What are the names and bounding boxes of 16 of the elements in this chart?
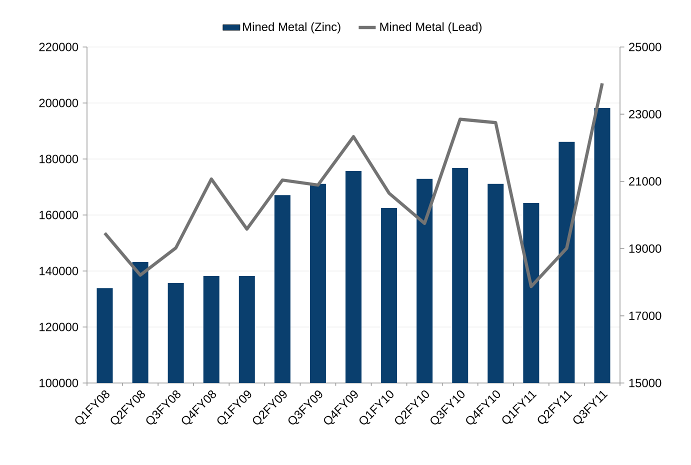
y-tick-label: 140000 [40,266,78,276]
legend-label: Mined Metal (Zinc) [243,22,340,34]
line-series [103,82,604,288]
y2-tick-label: 19000 [629,244,662,253]
y-tick-label: 180000 [40,154,78,164]
y2-tick-label: 21000 [629,177,662,186]
legend-label: Mined Metal (Lead) [380,22,482,34]
y2-tick-label: 15000 [629,378,662,388]
y-tick-label: 220000 [39,42,78,52]
y2-tick-label: 25000 [629,42,662,52]
y2-tick-label: 17000 [629,312,662,320]
y-tick-label: 160000 [40,210,78,220]
y2-tick-label: 23000 [629,110,662,118]
y-tick-label: 100000 [40,378,78,388]
y-tick-label: 120000 [40,322,78,332]
y-tick-label: 200000 [39,98,78,108]
